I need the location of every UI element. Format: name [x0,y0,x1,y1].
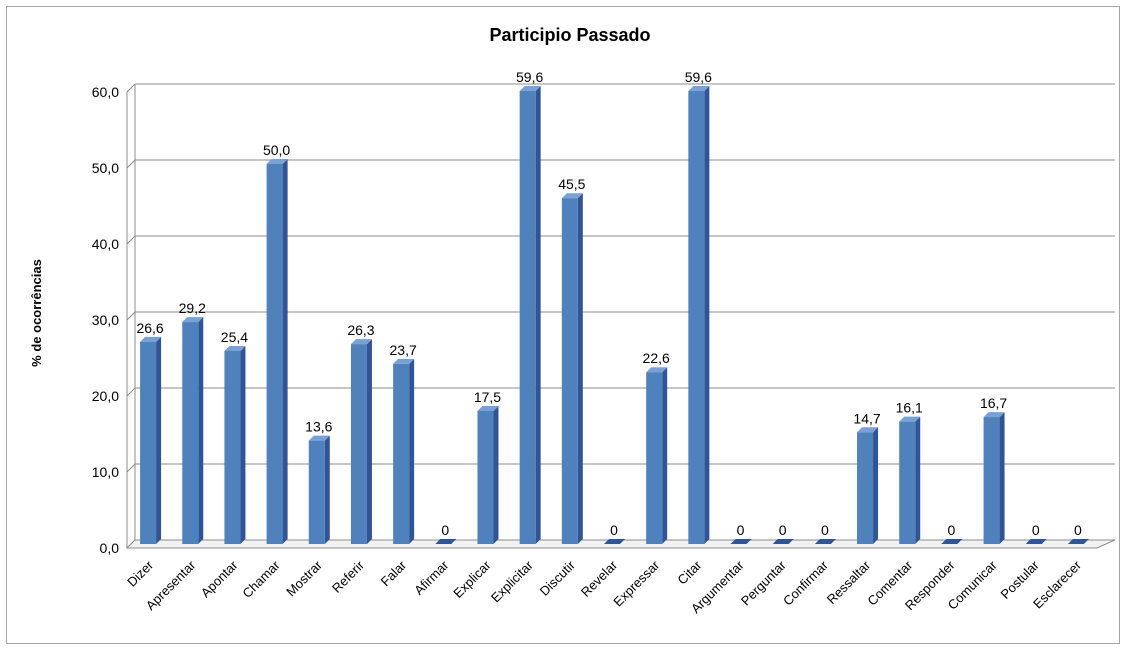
gridline-depth [126,463,136,473]
bar-chart: Participio Passado % de ocorrências 26,6… [29,25,1116,616]
gridline-depth [126,83,136,93]
category-label: Discutir [537,557,579,599]
bar [1025,539,1047,544]
data-label: 22,6 [643,350,670,366]
gridline-depth [126,387,136,397]
data-label: 59,6 [685,69,712,85]
category-label: Citar [674,557,704,587]
data-label: 13,6 [305,419,332,435]
y-tick-label: 20,0 [92,388,119,404]
gridline-depth [126,159,136,169]
data-label: 0 [1074,522,1082,538]
gridlines [126,83,1115,549]
bar [350,339,372,544]
data-label: 26,3 [347,322,374,338]
data-label: 29,2 [179,300,206,316]
category-label: Referir [329,557,368,596]
gridline-depth [126,311,136,321]
bar [266,159,288,544]
bar [140,336,162,544]
y-tick-label: 0,0 [100,540,120,556]
bar [224,345,246,544]
y-tick-label: 40,0 [92,236,119,252]
data-label: 45,5 [558,176,585,192]
data-label: 16,1 [896,400,923,416]
category-label: Explicitar [488,557,536,605]
bar [477,406,499,544]
data-label: 26,6 [136,320,163,336]
category-label: Falar [378,557,410,589]
bar [814,539,836,544]
data-label: 0 [610,522,618,538]
gridline-depth [126,235,136,245]
bar [646,367,668,544]
bar [308,435,330,544]
bars [140,86,1089,544]
data-label: 23,7 [390,342,417,358]
data-label: 0 [441,522,449,538]
bar [1067,539,1089,544]
bar [983,412,1005,544]
y-tick-label: 60,0 [92,84,119,100]
bar [688,86,710,544]
bar [941,539,963,544]
data-labels: 26,6 29,2 25,4 50,0 13,6 26,3 23,7 0 17,5 59,6 45,… [136,69,1082,538]
bar [393,358,415,544]
data-label: 50,0 [263,142,290,158]
category-label: Dizer [124,557,157,590]
data-label: 0 [821,522,829,538]
data-label: 0 [1032,522,1040,538]
bar [730,539,752,544]
chart-title: Participio Passado [489,25,650,45]
category-label: Expressar [610,557,662,609]
bar [604,539,625,544]
y-tick-label: 10,0 [92,464,119,480]
data-label: 16,7 [980,395,1007,411]
bar [435,539,457,544]
bar [519,86,541,544]
data-label: 17,5 [474,389,501,405]
category-label: Mostrar [283,557,325,599]
data-label: 0 [737,522,745,538]
y-tick-label: 30,0 [92,312,119,328]
category-label: Revelar [578,557,621,600]
bar [182,317,204,544]
bar [772,539,794,544]
category-label: Afirmar [411,557,452,598]
y-tick-label: 50,0 [92,160,119,176]
category-label: Confirmar [780,557,831,608]
data-label: 0 [779,522,787,538]
data-label: 59,6 [516,69,543,85]
y-axis-label: % de ocorrências [29,259,44,367]
category-label: Apontar [198,557,241,600]
data-label: 25,4 [221,329,248,345]
data-label: 14,7 [853,410,880,426]
chart-frame: Participio Passado % de ocorrências 26,6… [6,6,1120,644]
bar [857,427,879,544]
data-label: 0 [947,522,955,538]
bar [899,416,921,544]
category-label: Chamar [239,557,283,601]
y-tick-labels: 0,0 10,0 20,0 30,0 40,0 50,0 60,0 [92,84,119,556]
bar [561,193,583,544]
